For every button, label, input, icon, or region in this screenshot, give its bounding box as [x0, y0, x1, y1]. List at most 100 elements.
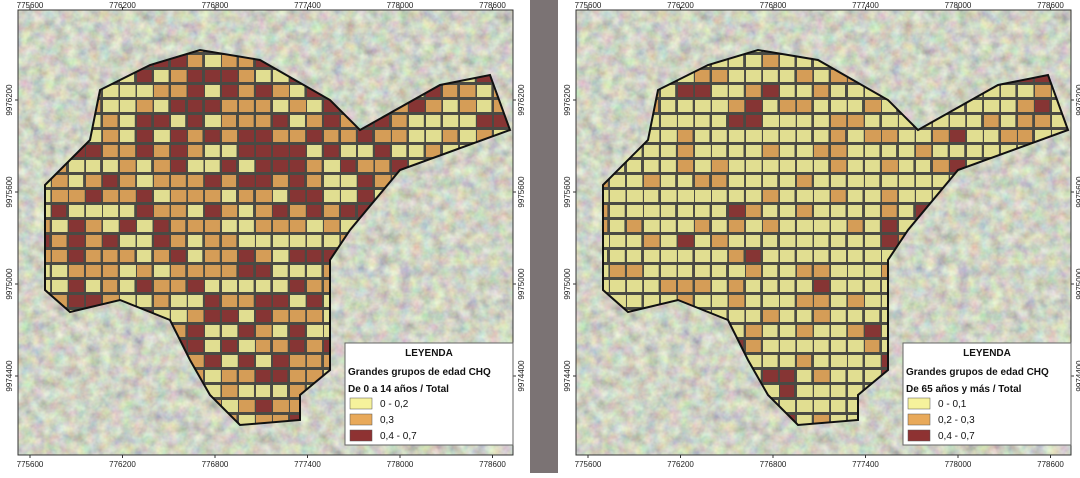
city-block: [256, 280, 271, 292]
city-block: [154, 235, 170, 247]
city-block: [967, 100, 983, 112]
city-block: [933, 160, 949, 172]
city-block: [392, 115, 407, 127]
city-block: [188, 160, 204, 172]
city-block: [103, 130, 119, 142]
legend-label: 0 - 0,1: [938, 399, 967, 410]
city-block: [86, 190, 102, 202]
city-block: [746, 220, 762, 232]
city-block: [814, 400, 830, 412]
city-block: [712, 280, 727, 292]
city-block: [814, 130, 829, 142]
city-block: [290, 130, 306, 142]
y-coordinate-label: 9975000: [1075, 268, 1080, 300]
city-block: [814, 385, 830, 397]
city-block: [882, 220, 897, 232]
city-block: [171, 280, 186, 292]
city-block: [256, 400, 272, 412]
city-block: [797, 85, 812, 97]
city-block: [188, 145, 203, 157]
city-block: [324, 220, 340, 232]
city-block: [882, 130, 898, 142]
city-block: [52, 265, 68, 277]
city-block: [746, 145, 762, 157]
city-block: [746, 310, 761, 322]
city-block: [797, 190, 813, 202]
city-block: [443, 85, 458, 97]
city-block: [695, 70, 710, 82]
city-block: [831, 355, 847, 367]
city-block: [746, 55, 762, 67]
city-block: [239, 265, 254, 277]
city-block: [256, 220, 272, 232]
city-block: [967, 115, 982, 127]
legend-heading: LEYENDA: [963, 348, 1011, 359]
city-block: [375, 145, 390, 157]
city-block: [171, 70, 187, 82]
city-block: [780, 340, 796, 352]
city-block: [831, 85, 846, 97]
city-block: [120, 115, 135, 127]
city-block: [137, 265, 152, 277]
city-block: [746, 280, 761, 292]
city-block: [831, 370, 846, 382]
city-block: [627, 190, 643, 202]
city-block: [950, 115, 966, 127]
city-block: [831, 205, 846, 217]
city-block: [52, 175, 68, 187]
city-block: [678, 175, 693, 187]
city-block: [661, 250, 677, 262]
city-block: [865, 295, 881, 307]
city-block: [1018, 85, 1034, 97]
city-block: [814, 280, 830, 292]
city-block: [290, 205, 306, 217]
city-block: [324, 190, 340, 202]
city-block: [763, 130, 779, 142]
city-block: [103, 100, 119, 112]
city-block: [882, 175, 898, 187]
city-block: [222, 235, 237, 247]
city-block: [984, 115, 999, 127]
city-block: [188, 280, 204, 292]
city-block: [797, 415, 812, 425]
city-block: [848, 295, 864, 307]
city-block: [865, 205, 880, 217]
city-block: [222, 70, 238, 82]
city-block: [763, 370, 778, 382]
city-block: [661, 85, 676, 97]
city-block: [831, 190, 846, 202]
city-block: [375, 160, 390, 172]
city-block: [45, 235, 50, 247]
city-block: [797, 115, 812, 127]
city-block: [188, 235, 203, 247]
city-block: [967, 130, 983, 142]
city-block: [627, 250, 642, 262]
city-block: [222, 325, 238, 337]
city-block: [729, 205, 745, 217]
city-block: [865, 100, 881, 112]
city-block: [137, 220, 153, 232]
city-block: [780, 175, 796, 187]
city-block: [188, 205, 204, 217]
city-block: [239, 325, 254, 337]
city-block: [222, 340, 237, 352]
city-block: [780, 130, 796, 142]
city-block: [933, 145, 948, 157]
city-block: [205, 220, 220, 232]
city-block: [171, 250, 186, 262]
city-block: [103, 250, 118, 262]
city-block: [341, 205, 356, 217]
city-block: [188, 55, 203, 67]
city-block: [256, 190, 272, 202]
city-block: [205, 175, 221, 187]
city-block: [120, 265, 136, 277]
city-block: [358, 145, 373, 157]
city-block: [154, 85, 169, 97]
city-block: [307, 340, 323, 352]
city-block: [443, 100, 458, 112]
city-block: [188, 265, 204, 277]
city-block: [1018, 130, 1033, 142]
city-block: [273, 160, 289, 172]
city-block: [222, 160, 237, 172]
city-block: [1001, 130, 1017, 142]
